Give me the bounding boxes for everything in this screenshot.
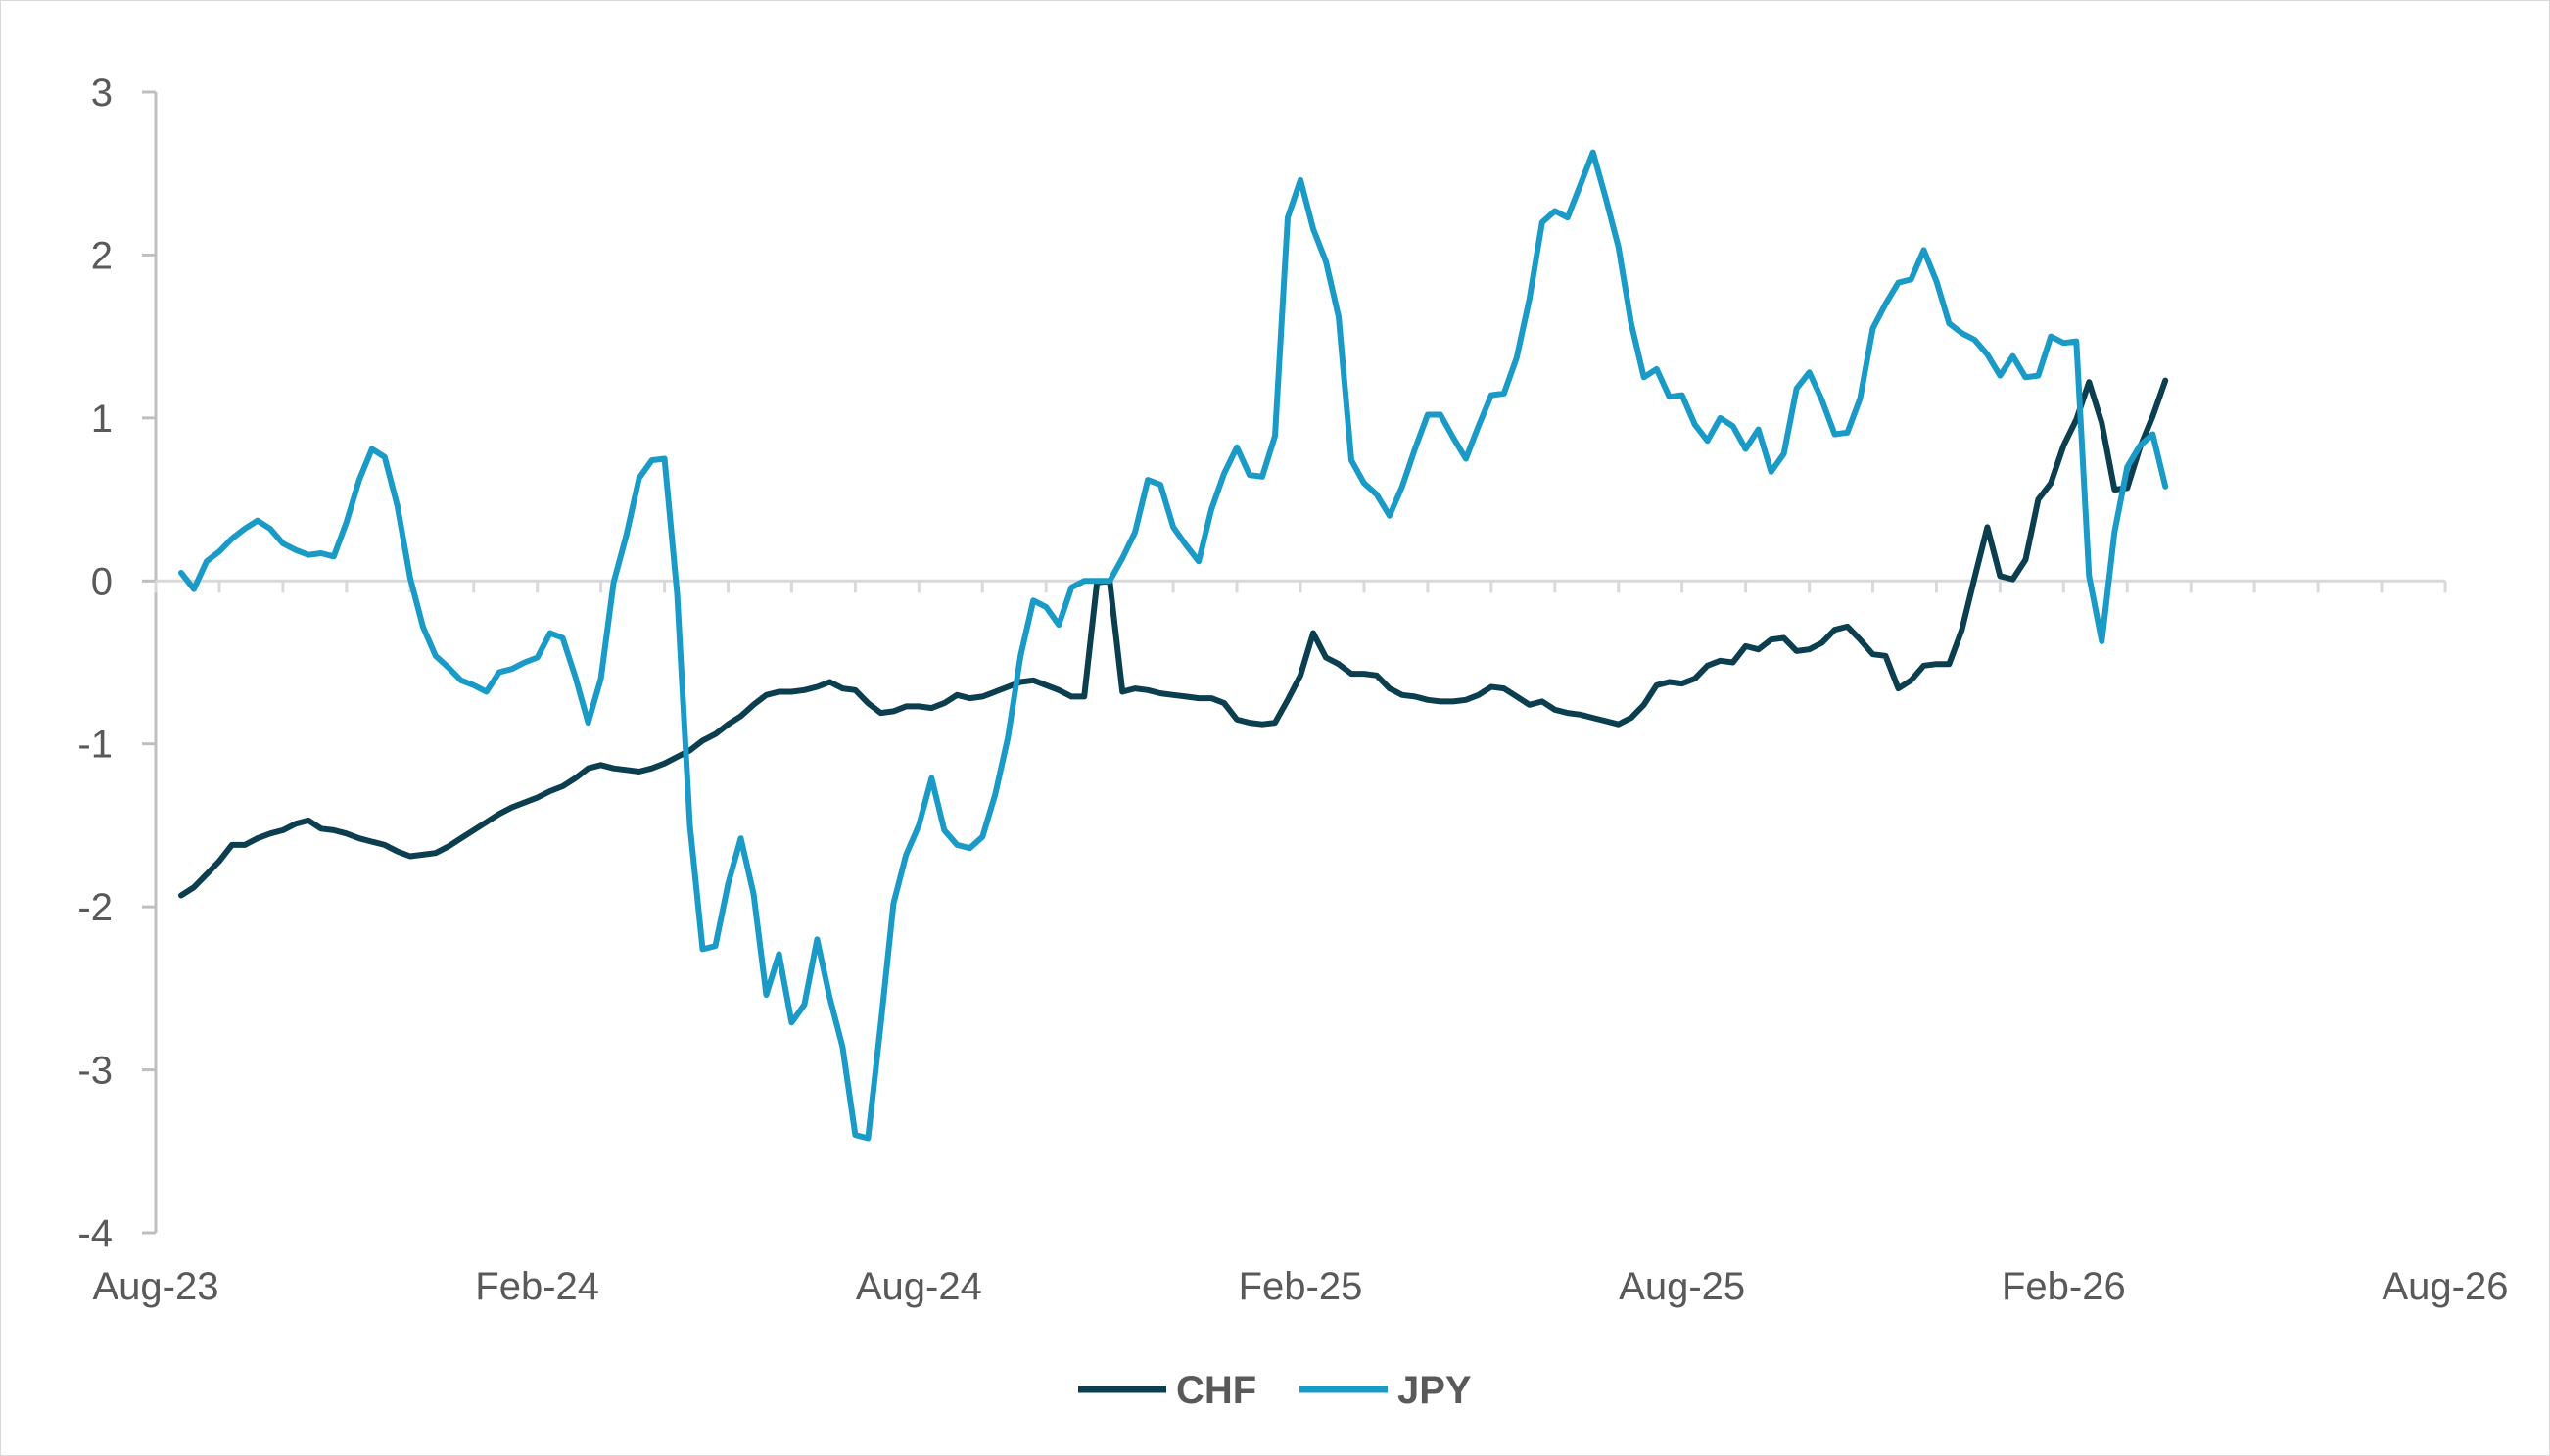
series-line-chf <box>178 377 2169 899</box>
y-tick-label: -1 <box>77 724 113 767</box>
x-tick-label: Aug-26 <box>2383 1265 2509 1308</box>
x-tick-label: Aug-24 <box>856 1265 982 1308</box>
y-tick-label: 1 <box>91 398 113 441</box>
y-tick-label: 2 <box>91 234 113 277</box>
x-tick-label: Feb-26 <box>2002 1265 2126 1308</box>
series-lines <box>178 149 2169 1142</box>
y-tick-label: -3 <box>77 1050 113 1093</box>
series-line-jpy <box>178 149 2169 1142</box>
x-tick-label: Feb-25 <box>1239 1265 1363 1308</box>
legend-label-chf: CHF <box>1176 1369 1256 1412</box>
y-axis: -4 -3 -2 -1 0 1 2 3 <box>77 71 158 1255</box>
y-tick-label: 0 <box>91 560 113 603</box>
legend: CHF JPY <box>1078 1369 1472 1412</box>
y-tick-label: 3 <box>91 71 113 115</box>
x-tick-label: Aug-25 <box>1619 1265 1745 1308</box>
x-tick-label: Aug-23 <box>93 1265 219 1308</box>
legend-label-jpy: JPY <box>1397 1369 1472 1412</box>
y-tick-label: -2 <box>77 886 113 929</box>
y-tick-label: -4 <box>77 1212 113 1255</box>
x-axis: Aug-23 Feb-24 Aug-24 Feb-25 Aug-25 Feb-26 Aug-… <box>93 579 2509 1308</box>
x-tick-label: Feb-24 <box>475 1265 599 1308</box>
